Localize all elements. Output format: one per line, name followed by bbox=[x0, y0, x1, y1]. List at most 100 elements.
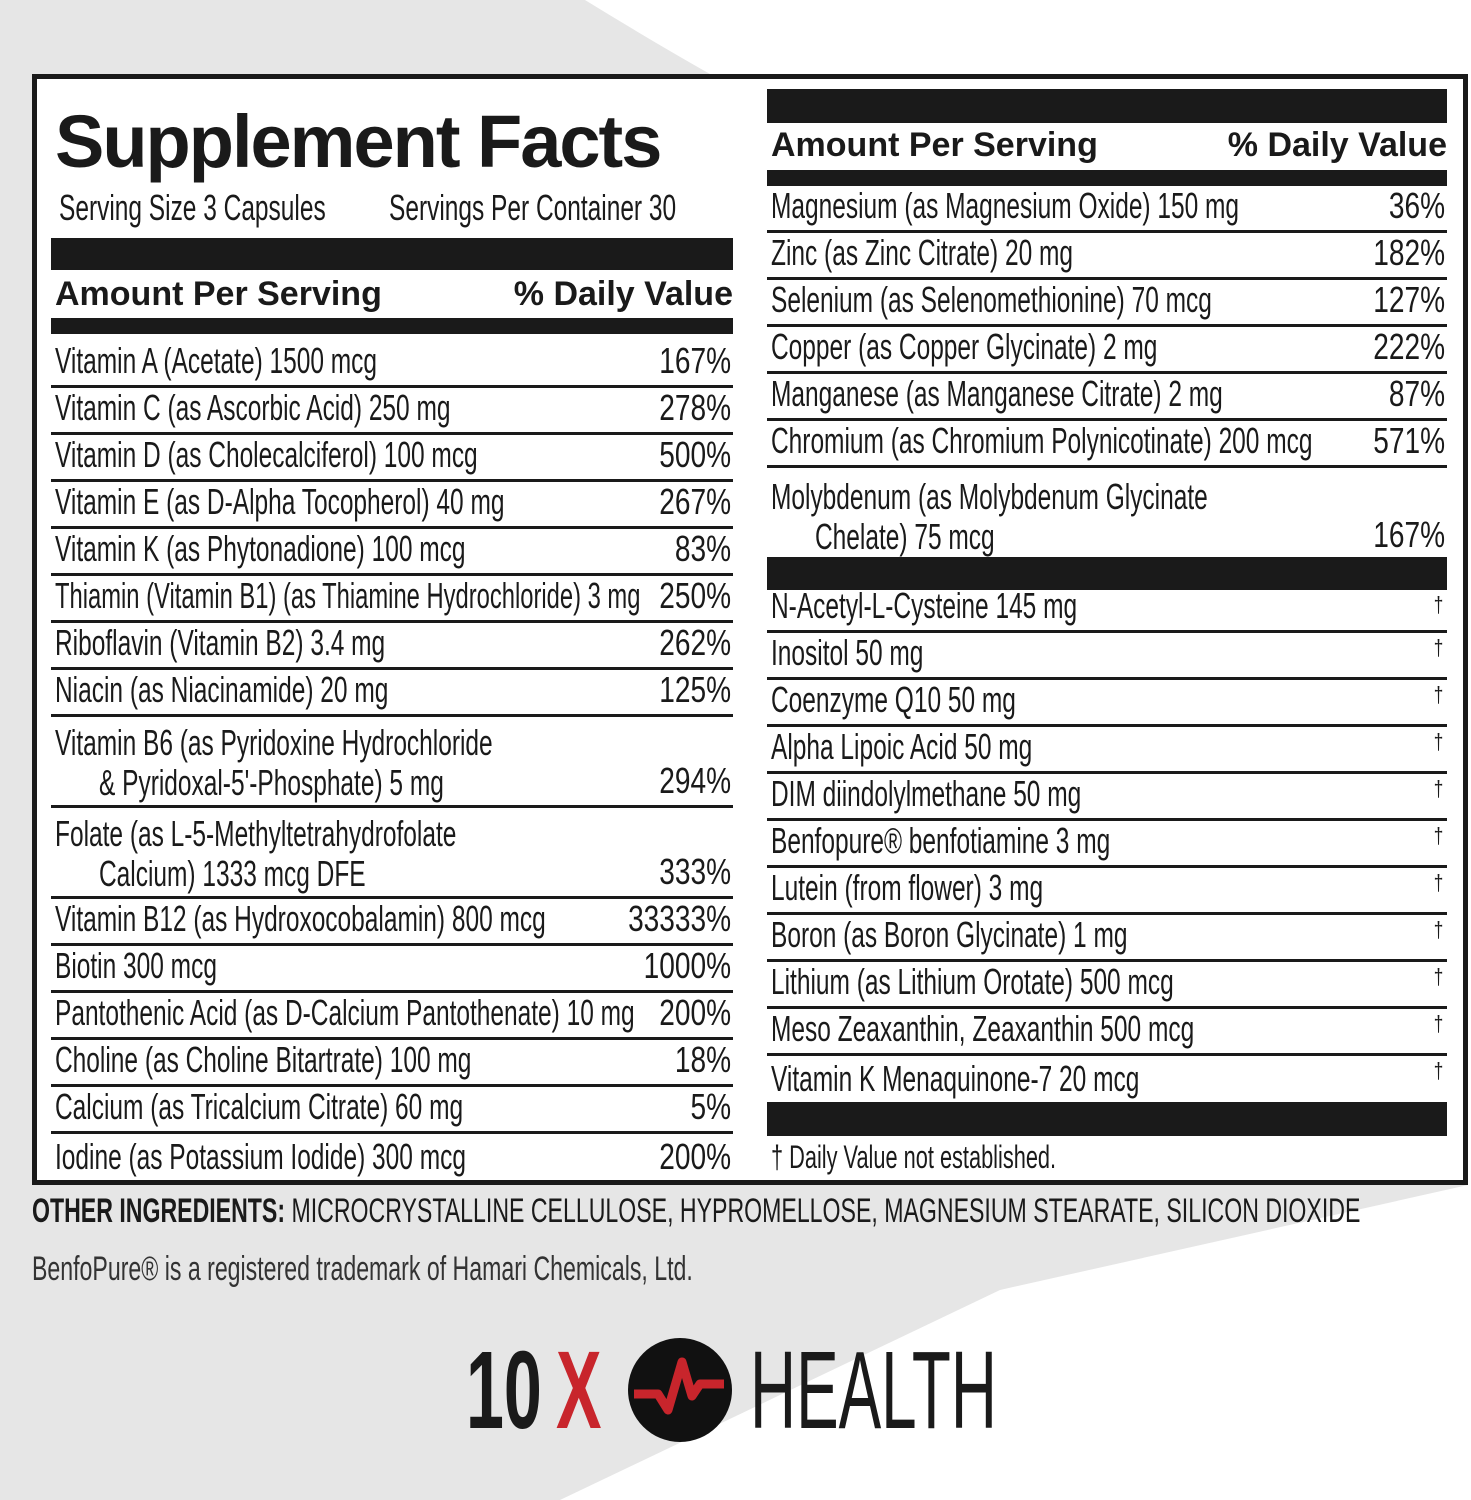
divider-bar bbox=[767, 1102, 1447, 1136]
serving-info: Serving Size 3 Capsules Servings Per Con… bbox=[59, 187, 676, 229]
daily-value: 262% bbox=[659, 622, 731, 663]
daily-value: 83% bbox=[674, 528, 731, 569]
nutrient-name: Folate (as L-5-Methyltetrahydrofolate Cal… bbox=[55, 813, 457, 894]
dagger-mark: † bbox=[1433, 592, 1443, 617]
footnote: † Daily Value not established. bbox=[771, 1139, 1057, 1175]
nutrient-row: Meso Zeaxanthin, Zeaxanthin 500 mcg † bbox=[767, 1009, 1447, 1056]
nutrient-row: Chromium (as Chromium Polynicotinate) 20… bbox=[767, 421, 1447, 468]
nutrient-name: Iodine (as Potassium Iodide) 300 mcg bbox=[55, 1136, 466, 1177]
nutrient-row: Inositol 50 mg † bbox=[767, 633, 1447, 680]
nutrient-name: Magnesium (as Magnesium Oxide) 150 mg bbox=[771, 185, 1240, 226]
other-ingredient-list: N-Acetyl-L-Cysteine 145 mg † Inositol 50 m… bbox=[767, 586, 1447, 1103]
nutrient-row: Calcium (as Tricalcium Citrate) 60 mg 5% bbox=[51, 1087, 733, 1134]
nutrient-name: Vitamin E (as D-Alpha Tocopherol) 40 mg bbox=[55, 481, 505, 522]
nutrient-row: Selenium (as Selenomethionine) 70 mcg 127… bbox=[767, 280, 1447, 327]
nutrient-row: Vitamin E (as D-Alpha Tocopherol) 40 mg 2… bbox=[51, 482, 733, 529]
logo-health: HEALTH bbox=[750, 1328, 997, 1452]
daily-value: 250% bbox=[659, 575, 731, 616]
nutrient-name: Biotin 300 mcg bbox=[55, 945, 217, 986]
supplement-facts-panel: Supplement Facts Serving Size 3 Capsules… bbox=[32, 74, 1468, 1185]
divider-bar bbox=[767, 89, 1447, 123]
nutrient-row: Lutein (from flower) 3 mg † bbox=[767, 868, 1447, 915]
dagger-mark: † bbox=[1433, 917, 1443, 942]
nutrient-row: Thiamin (Vitamin B1) (as Thiamine Hydroc… bbox=[51, 576, 733, 623]
nutrient-row: Molybdenum (as Molybdenum Glycinate Chela… bbox=[767, 468, 1447, 559]
nutrient-row: Vitamin B12 (as Hydroxocobalamin) 800 mc… bbox=[51, 899, 733, 946]
nutrient-row: Zinc (as Zinc Citrate) 20 mg 182% bbox=[767, 233, 1447, 280]
daily-value: 267% bbox=[659, 481, 731, 522]
daily-value: 222% bbox=[1373, 326, 1445, 367]
amount-header-right: Amount Per Serving bbox=[771, 126, 1098, 164]
dagger-mark: † bbox=[1433, 682, 1443, 707]
daily-value: 182% bbox=[1373, 232, 1445, 273]
nutrient-row: Lithium (as Lithium Orotate) 500 mcg † bbox=[767, 962, 1447, 1009]
other-ingredients-text: MICROCRYSTALLINE CELLULOSE, HYPROMELLOSE… bbox=[291, 1192, 1361, 1230]
daily-value: 18% bbox=[674, 1039, 731, 1080]
daily-value: 200% bbox=[659, 992, 731, 1033]
nutrient-row: Magnesium (as Magnesium Oxide) 150 mg 36% bbox=[767, 186, 1447, 233]
page-title: Supplement Facts bbox=[55, 100, 662, 183]
nutrient-name: Vitamin A (Acetate) 1500 mcg bbox=[55, 340, 378, 381]
nutrient-row: Biotin 300 mcg 1000% bbox=[51, 946, 733, 993]
nutrient-row: Coenzyme Q10 50 mg † bbox=[767, 680, 1447, 727]
nutrient-name: DIM diindolylmethane 50 mg bbox=[771, 773, 1082, 814]
nutrient-name: Lutein (from flower) 3 mg bbox=[771, 867, 1044, 908]
nutrient-name: Riboflavin (Vitamin B2) 3.4 mg bbox=[55, 622, 386, 663]
mineral-list: Magnesium (as Magnesium Oxide) 150 mg 36%… bbox=[767, 186, 1447, 559]
nutrient-row: Vitamin B6 (as Pyridoxine Hydrochloride &… bbox=[51, 717, 733, 808]
daily-value: 125% bbox=[659, 669, 731, 710]
divider-bar bbox=[767, 170, 1447, 186]
nutrient-name: Vitamin K (as Phytonadione) 100 mcg bbox=[55, 528, 466, 569]
vitamin-list: Vitamin A (Acetate) 1500 mcg 167% Vitamin … bbox=[51, 336, 733, 1181]
dagger-mark: † bbox=[1433, 1011, 1443, 1036]
nutrient-name: Vitamin C (as Ascorbic Acid) 250 mg bbox=[55, 387, 451, 428]
nutrient-name: Zinc (as Zinc Citrate) 20 mg bbox=[771, 232, 1074, 273]
daily-value: 200% bbox=[659, 1136, 731, 1177]
daily-value: 333% bbox=[659, 851, 731, 892]
divider-bar bbox=[767, 557, 1447, 590]
nutrient-row: Vitamin K Menaquinone-7 20 mcg † bbox=[767, 1056, 1447, 1103]
dv-header: % Daily Value bbox=[513, 275, 733, 313]
dagger-mark: † bbox=[1433, 729, 1443, 754]
nutrient-name: Boron (as Boron Glycinate) 1 mg bbox=[771, 914, 1128, 955]
nutrient-row: Benfopure® benfotiamine 3 mg † bbox=[767, 821, 1447, 868]
nutrient-row: N-Acetyl-L-Cysteine 145 mg † bbox=[767, 586, 1447, 633]
daily-value: 127% bbox=[1373, 279, 1445, 320]
brand-logo: 10 X HEALTH bbox=[466, 1329, 1176, 1452]
nutrient-name: Manganese (as Manganese Citrate) 2 mg bbox=[771, 373, 1223, 414]
nutrient-row: Riboflavin (Vitamin B2) 3.4 mg 262% bbox=[51, 623, 733, 670]
nutrient-name: Chromium (as Chromium Polynicotinate) 20… bbox=[771, 420, 1313, 461]
nutrient-row: Niacin (as Niacinamide) 20 mg 125% bbox=[51, 670, 733, 717]
nutrient-row: Pantothenic Acid (as D-Calcium Pantothen… bbox=[51, 993, 733, 1040]
nutrient-row: Vitamin A (Acetate) 1500 mcg 167% bbox=[51, 336, 733, 388]
dv-header-right: % Daily Value bbox=[1227, 126, 1447, 164]
daily-value: 500% bbox=[659, 434, 731, 475]
nutrient-row: Iodine (as Potassium Iodide) 300 mcg 200% bbox=[51, 1134, 733, 1181]
nutrient-name: Coenzyme Q10 50 mg bbox=[771, 679, 1016, 720]
nutrient-name: Niacin (as Niacinamide) 20 mg bbox=[55, 669, 389, 710]
trademark-note: BenfoPure® is a registered trademark of … bbox=[32, 1250, 693, 1288]
nutrient-name: Thiamin (Vitamin B1) (as Thiamine Hydroc… bbox=[55, 575, 641, 616]
daily-value: 1000% bbox=[643, 945, 731, 986]
dagger-mark: † bbox=[1433, 1058, 1443, 1083]
nutrient-row: Choline (as Choline Bitartrate) 100 mg 18… bbox=[51, 1040, 733, 1087]
nutrient-name: Meso Zeaxanthin, Zeaxanthin 500 mcg bbox=[771, 1008, 1195, 1049]
daily-value: 87% bbox=[1388, 373, 1445, 414]
daily-value: 278% bbox=[659, 387, 731, 428]
nutrient-name: Selenium (as Selenomethionine) 70 mcg bbox=[771, 279, 1212, 320]
dagger-mark: † bbox=[1433, 776, 1443, 801]
amount-header: Amount Per Serving bbox=[55, 275, 382, 313]
daily-value: 167% bbox=[1373, 514, 1445, 555]
heartbeat-icon bbox=[628, 1338, 732, 1442]
nutrient-name: Calcium (as Tricalcium Citrate) 60 mg bbox=[55, 1086, 464, 1127]
divider-bar bbox=[51, 238, 733, 270]
nutrient-name: Pantothenic Acid (as D-Calcium Pantothen… bbox=[55, 992, 635, 1033]
nutrient-row: Vitamin K (as Phytonadione) 100 mcg 83% bbox=[51, 529, 733, 576]
nutrient-name: Benfopure® benfotiamine 3 mg bbox=[771, 820, 1111, 861]
daily-value: 33333% bbox=[627, 898, 731, 939]
nutrient-row: DIM diindolylmethane 50 mg † bbox=[767, 774, 1447, 821]
dagger-mark: † bbox=[1433, 964, 1443, 989]
nutrient-name: Copper (as Copper Glycinate) 2 mg bbox=[771, 326, 1158, 367]
daily-value: 5% bbox=[690, 1086, 731, 1127]
